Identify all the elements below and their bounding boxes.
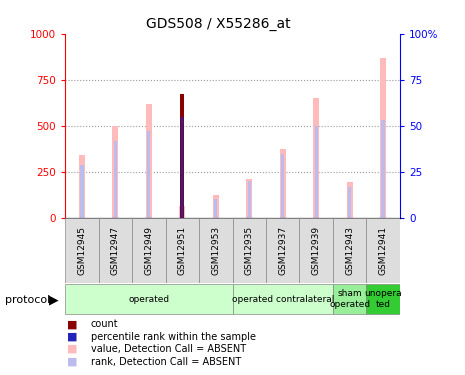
Text: sham
operated: sham operated bbox=[329, 290, 370, 309]
Bar bbox=[181, 117, 184, 218]
Bar bbox=[147, 131, 151, 218]
Bar bbox=[113, 126, 118, 218]
Bar bbox=[246, 179, 252, 218]
Bar bbox=[213, 195, 219, 217]
Text: ▶: ▶ bbox=[49, 294, 58, 306]
Bar bbox=[281, 154, 285, 218]
Text: operated contralateral: operated contralateral bbox=[232, 295, 334, 304]
Bar bbox=[166, 217, 199, 283]
Bar bbox=[348, 187, 352, 218]
Bar bbox=[366, 217, 400, 283]
Bar bbox=[313, 98, 319, 218]
Bar bbox=[333, 284, 366, 314]
Text: operated: operated bbox=[128, 295, 169, 304]
Bar bbox=[214, 199, 218, 217]
Bar bbox=[132, 217, 166, 283]
Bar bbox=[299, 217, 333, 283]
Bar bbox=[380, 58, 386, 217]
Text: GSM12935: GSM12935 bbox=[245, 226, 254, 275]
Bar bbox=[199, 217, 232, 283]
Text: ■: ■ bbox=[67, 332, 77, 342]
Bar bbox=[280, 148, 286, 217]
Text: GSM12939: GSM12939 bbox=[312, 226, 321, 275]
Bar bbox=[266, 217, 299, 283]
Text: GSM12941: GSM12941 bbox=[379, 226, 388, 275]
Bar bbox=[179, 207, 185, 218]
Bar bbox=[381, 120, 385, 218]
Bar bbox=[65, 284, 232, 314]
Bar bbox=[314, 126, 318, 218]
Bar bbox=[347, 182, 352, 218]
Text: GSM12953: GSM12953 bbox=[211, 226, 220, 275]
Bar bbox=[232, 284, 333, 314]
Bar bbox=[79, 155, 85, 218]
Bar bbox=[113, 141, 117, 218]
Text: ■: ■ bbox=[67, 320, 77, 329]
Text: GSM12945: GSM12945 bbox=[77, 226, 86, 275]
Text: protocol: protocol bbox=[5, 295, 50, 305]
Bar bbox=[366, 284, 400, 314]
Text: unopera
ted: unopera ted bbox=[365, 290, 402, 309]
Text: GSM12947: GSM12947 bbox=[111, 226, 120, 275]
Bar bbox=[214, 200, 218, 217]
Text: rank, Detection Call = ABSENT: rank, Detection Call = ABSENT bbox=[91, 357, 241, 366]
Bar bbox=[146, 104, 152, 218]
Bar bbox=[247, 182, 251, 218]
Text: count: count bbox=[91, 320, 118, 329]
Bar bbox=[232, 217, 266, 283]
Text: GSM12951: GSM12951 bbox=[178, 226, 187, 275]
Bar bbox=[99, 217, 132, 283]
Bar bbox=[333, 217, 366, 283]
Bar bbox=[247, 181, 251, 218]
Text: GSM12937: GSM12937 bbox=[278, 226, 287, 275]
Bar bbox=[348, 189, 352, 217]
Text: GSM12943: GSM12943 bbox=[345, 226, 354, 275]
Text: ■: ■ bbox=[67, 344, 77, 354]
Bar bbox=[180, 94, 185, 218]
Text: percentile rank within the sample: percentile rank within the sample bbox=[91, 332, 256, 342]
Bar bbox=[80, 165, 84, 218]
Text: value, Detection Call = ABSENT: value, Detection Call = ABSENT bbox=[91, 344, 246, 354]
Text: GSM12949: GSM12949 bbox=[144, 226, 153, 275]
Bar bbox=[65, 217, 99, 283]
Text: ■: ■ bbox=[67, 357, 77, 366]
Text: GDS508 / X55286_at: GDS508 / X55286_at bbox=[146, 17, 291, 31]
